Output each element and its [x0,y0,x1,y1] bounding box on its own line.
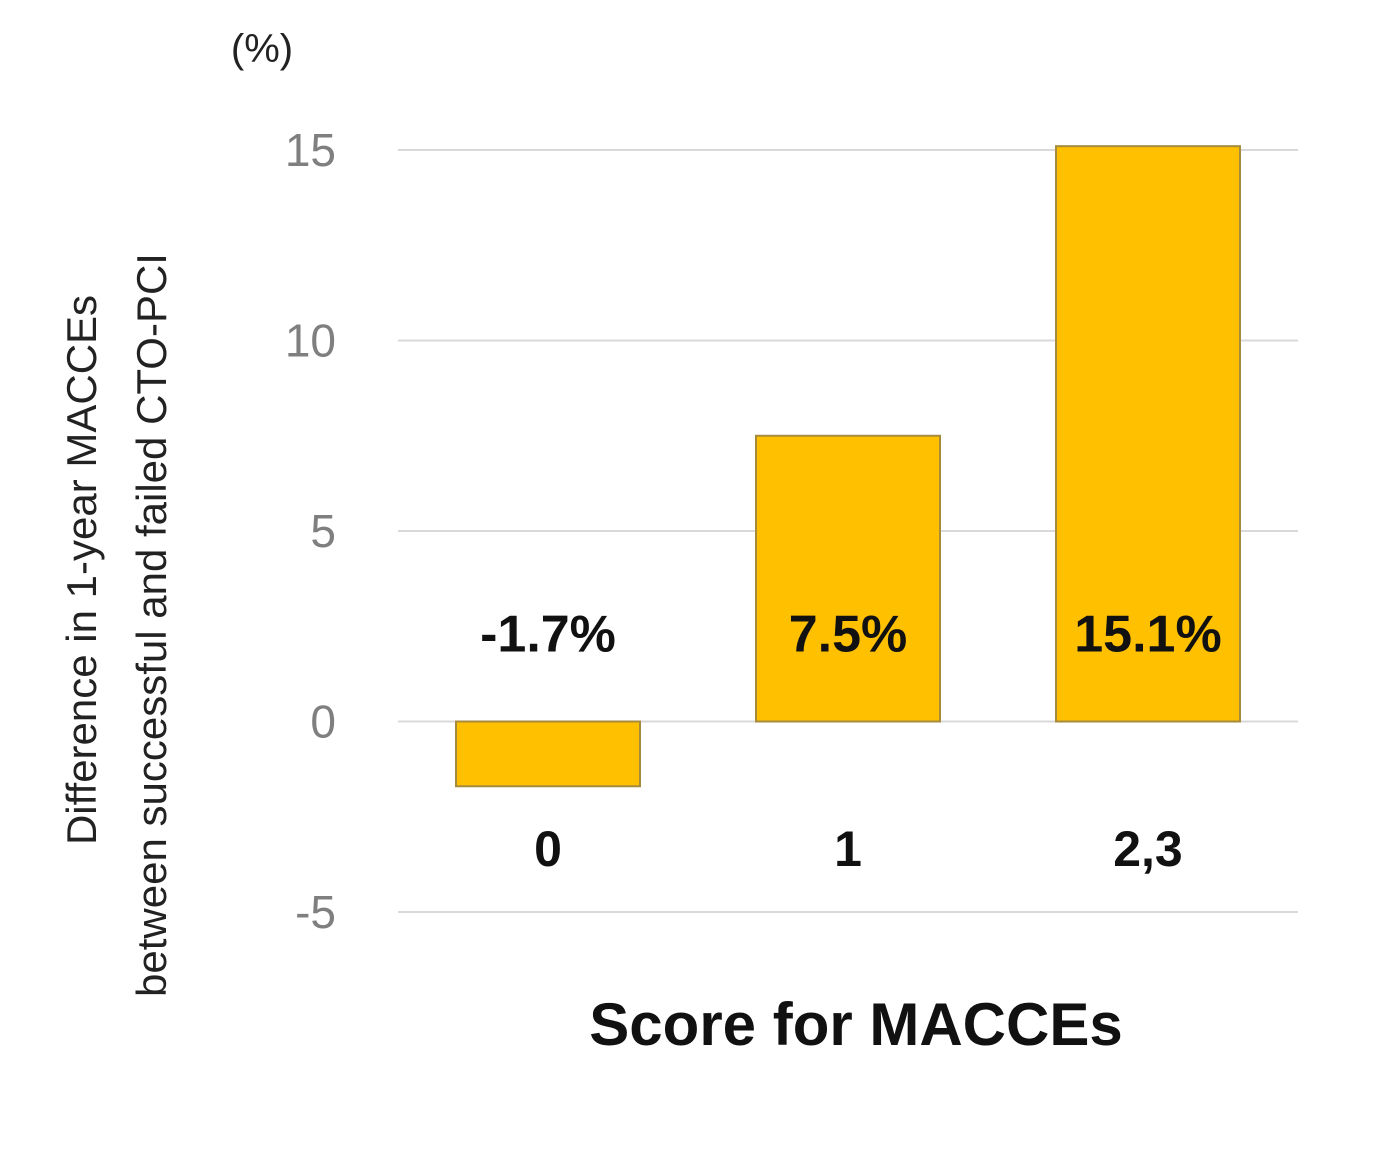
y-tick-labels: 15 10 5 0 -5 [285,124,336,938]
category-label: 0 [534,821,562,877]
data-label: 7.5% [789,606,908,664]
data-label: 15.1% [1074,606,1221,664]
y-unit-label: (%) [231,27,293,71]
category-label: 2,3 [1113,821,1183,877]
y-tick-label: 5 [310,505,336,557]
data-labels: -1.7% 7.5% 15.1% [480,606,1222,664]
bar-0 [455,720,641,788]
y-axis-title: Difference in 1-year MACCEs between succ… [58,253,175,997]
y-tick-label: 10 [285,315,336,367]
bars [455,145,1241,788]
x-axis-title: Score for MACCEs [589,991,1122,1058]
bar-2-3 [1055,145,1241,723]
y-axis-title-line-1: Difference in 1-year MACCEs [58,295,105,845]
bar-1 [755,434,941,723]
category-labels: 0 1 2,3 [534,821,1183,877]
data-label: -1.7% [480,606,616,664]
y-axis-title-line-2: between successful and failed CTO-PCI [128,253,175,997]
y-tick-label: -5 [295,886,336,938]
y-tick-label: 0 [310,696,336,748]
category-label: 1 [834,821,862,877]
y-tick-label: 15 [285,124,336,176]
